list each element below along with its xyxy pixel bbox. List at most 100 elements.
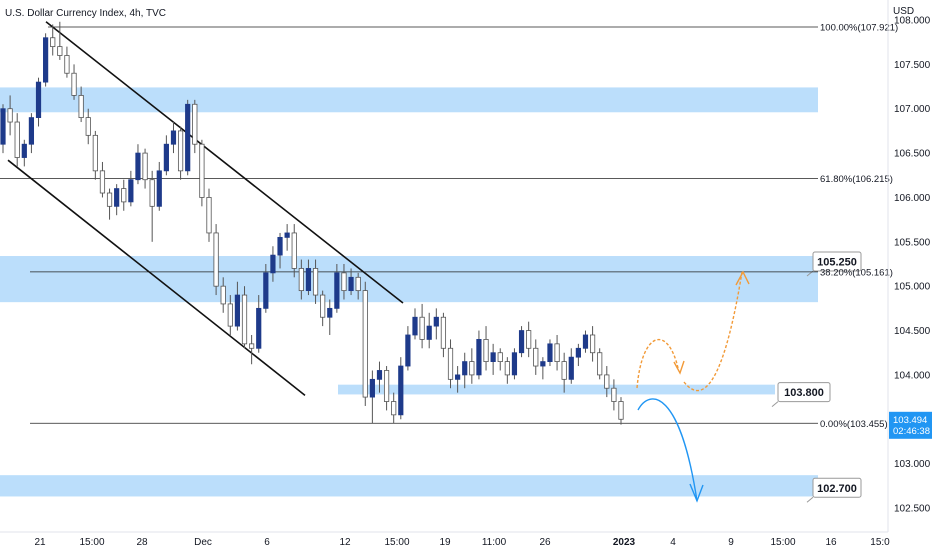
candle-body bbox=[540, 361, 546, 367]
candle-body bbox=[28, 117, 35, 145]
candle-body bbox=[383, 370, 390, 402]
x-tick-label: 9 bbox=[728, 537, 734, 548]
last-price-tag bbox=[889, 411, 932, 439]
y-tick-label: 102.500 bbox=[894, 504, 931, 515]
candle-body bbox=[334, 272, 340, 309]
y-tick-label: 106.500 bbox=[894, 149, 931, 160]
candle-body bbox=[128, 179, 134, 203]
candle-body bbox=[43, 37, 49, 83]
candle-body bbox=[547, 343, 553, 363]
zone-price-label: 102.700 bbox=[817, 483, 857, 495]
y-tick-label: 104.500 bbox=[894, 326, 931, 337]
zone-label-box bbox=[777, 382, 831, 403]
candle-body bbox=[618, 401, 624, 420]
candle-body bbox=[256, 307, 262, 349]
candle-body bbox=[291, 232, 297, 269]
price-axis[interactable]: 108.000 107.500 107.000 106.500 106.000 105.5… bbox=[887, 0, 931, 532]
candle-body bbox=[391, 401, 397, 416]
candle-body bbox=[149, 179, 155, 207]
candle-body bbox=[511, 352, 518, 376]
candle-body bbox=[604, 374, 610, 389]
projection-blue-arrowhead bbox=[689, 483, 704, 503]
y-tick-label: 104.000 bbox=[894, 370, 931, 381]
time-axis[interactable]: 21 15:00 28 Dec 6 12 15:00 19 11:00 26 2023 4 9 15:00… bbox=[0, 531, 890, 548]
y-tick-label: 107.000 bbox=[894, 104, 931, 115]
candle-body bbox=[14, 121, 20, 158]
x-tick-label: 12 bbox=[339, 537, 351, 548]
candle-body bbox=[412, 316, 418, 336]
candle-body bbox=[320, 294, 326, 318]
projection-blue-path bbox=[637, 398, 698, 502]
candle-body bbox=[206, 197, 212, 234]
candle-body bbox=[50, 37, 56, 48]
candle-body bbox=[327, 307, 333, 318]
candle-body bbox=[369, 378, 375, 398]
x-tick-label: 11:00 bbox=[482, 537, 507, 548]
candle-body bbox=[426, 325, 432, 340]
zone-label-pointer bbox=[806, 496, 814, 503]
candle-body bbox=[611, 387, 617, 402]
zone-rect bbox=[0, 475, 818, 497]
candle-body bbox=[170, 130, 177, 145]
candle-body bbox=[213, 232, 219, 287]
candle-body bbox=[355, 276, 361, 292]
zone-label-pointer bbox=[771, 401, 779, 408]
projection-orange-arrowhead bbox=[735, 270, 750, 286]
candle-body bbox=[78, 95, 84, 119]
candle-body bbox=[504, 361, 510, 376]
candle-body bbox=[518, 330, 525, 354]
candle-body bbox=[192, 103, 198, 145]
zone-price-label: 103.800 bbox=[784, 387, 824, 399]
zone-rect bbox=[0, 87, 818, 113]
candle-body bbox=[497, 352, 503, 362]
zone-price-label: 105.250 bbox=[817, 257, 857, 269]
candle-body bbox=[284, 232, 290, 238]
candle-body bbox=[270, 254, 276, 274]
candle-body bbox=[455, 374, 461, 380]
channel-upper-line bbox=[45, 21, 404, 304]
projection-arrows[interactable] bbox=[636, 270, 750, 503]
candle-body bbox=[106, 192, 113, 207]
candle-body bbox=[185, 103, 191, 172]
candle-body bbox=[177, 130, 184, 172]
candle-body bbox=[241, 294, 248, 345]
y-tick-label: 106.000 bbox=[894, 193, 931, 204]
candle-body bbox=[7, 108, 13, 123]
projection-orange-first-leg bbox=[636, 338, 679, 389]
candle-body bbox=[234, 294, 241, 327]
candle-body bbox=[220, 285, 226, 305]
fib-label: 100.00%(107.921) bbox=[820, 23, 898, 34]
candle-body bbox=[405, 334, 411, 367]
zone-label-box bbox=[812, 477, 862, 498]
candle-body bbox=[156, 170, 162, 207]
x-tick-label: 4 bbox=[670, 537, 676, 548]
candle-body bbox=[597, 352, 603, 376]
x-tick-label: 15:00 bbox=[79, 537, 104, 548]
candle-body bbox=[263, 272, 269, 309]
candle-body bbox=[554, 343, 560, 363]
candle-body bbox=[398, 365, 404, 416]
countdown-timer: 02:46:38 bbox=[893, 426, 930, 437]
descending-channel[interactable] bbox=[7, 21, 404, 396]
candle-body bbox=[135, 152, 141, 181]
candle-body bbox=[419, 316, 425, 340]
candle-body bbox=[57, 46, 63, 56]
candle-body bbox=[533, 347, 539, 367]
x-tick-label: 15:00 bbox=[770, 537, 795, 548]
candle-body bbox=[462, 361, 468, 376]
candle-body bbox=[440, 316, 447, 349]
candle-body bbox=[121, 188, 127, 203]
x-tick-label: 16 bbox=[825, 537, 837, 548]
x-tick-label: 15:00 bbox=[384, 537, 409, 548]
x-tick-label: 26 bbox=[539, 537, 551, 548]
candle-body bbox=[305, 268, 312, 292]
candle-body bbox=[163, 143, 169, 172]
candle-body bbox=[469, 361, 475, 376]
projection-orange-arrowhead bbox=[673, 360, 685, 375]
candle-body bbox=[35, 81, 42, 119]
candle-body bbox=[277, 236, 283, 256]
x-tick-label: 15:0 bbox=[870, 537, 890, 548]
y-tick-label: 108.000 bbox=[894, 16, 931, 27]
candle-body bbox=[568, 356, 574, 380]
